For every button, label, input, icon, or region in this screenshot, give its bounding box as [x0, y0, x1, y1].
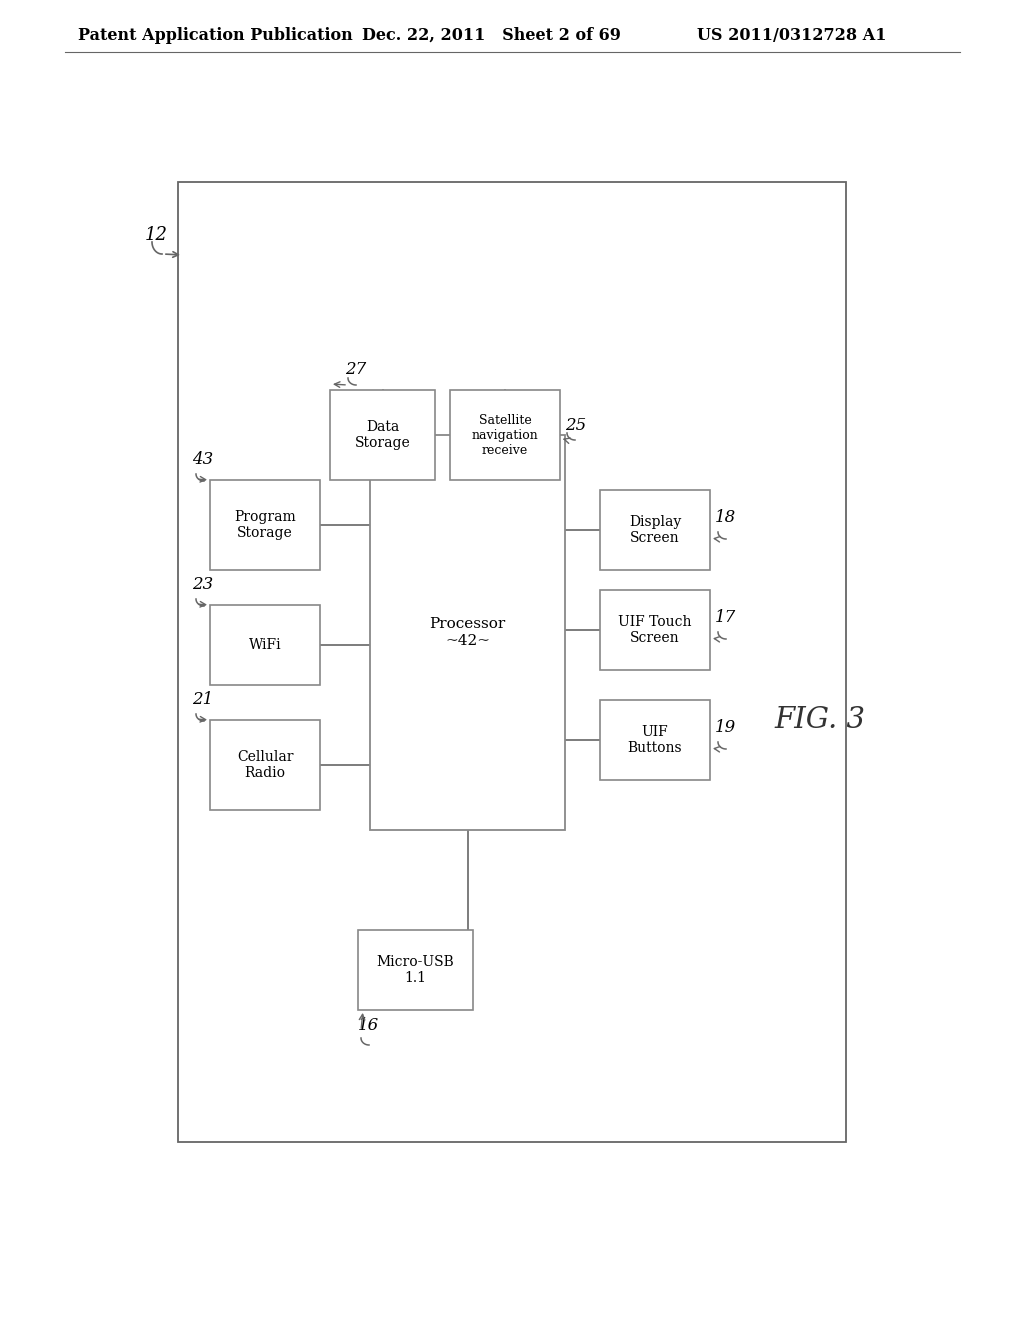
- Text: 12: 12: [145, 226, 168, 244]
- Text: FIG. 3: FIG. 3: [774, 706, 865, 734]
- Text: Micro-USB
1.1: Micro-USB 1.1: [377, 954, 455, 985]
- Bar: [450, 389, 560, 480]
- Text: Program
Storage: Program Storage: [234, 510, 296, 540]
- Bar: [600, 700, 710, 780]
- Text: Dec. 22, 2011   Sheet 2 of 69: Dec. 22, 2011 Sheet 2 of 69: [362, 26, 621, 44]
- Bar: [330, 389, 435, 480]
- Bar: [210, 719, 319, 810]
- Bar: [370, 436, 565, 830]
- Bar: [210, 480, 319, 570]
- Text: Cellular
Radio: Cellular Radio: [237, 750, 293, 780]
- Text: 25: 25: [565, 417, 587, 433]
- Bar: [210, 605, 319, 685]
- Text: Processor
~42~: Processor ~42~: [429, 618, 506, 648]
- Text: 23: 23: [193, 576, 213, 593]
- Text: WiFi: WiFi: [249, 638, 282, 652]
- Text: 16: 16: [358, 1016, 379, 1034]
- Text: Display
Screen: Display Screen: [629, 515, 681, 545]
- Text: Satellite
navigation
receive: Satellite navigation receive: [472, 413, 539, 457]
- Text: 17: 17: [715, 609, 736, 626]
- Text: 21: 21: [193, 690, 213, 708]
- Text: US 2011/0312728 A1: US 2011/0312728 A1: [697, 26, 887, 44]
- Text: 27: 27: [345, 362, 367, 379]
- Text: UIF Touch
Screen: UIF Touch Screen: [618, 615, 692, 645]
- Text: 18: 18: [715, 510, 736, 525]
- Bar: [178, 182, 846, 1142]
- Bar: [600, 490, 710, 570]
- Text: UIF
Buttons: UIF Buttons: [628, 725, 682, 755]
- Text: 43: 43: [193, 451, 213, 469]
- Text: Patent Application Publication: Patent Application Publication: [78, 26, 352, 44]
- Text: Data
Storage: Data Storage: [354, 420, 411, 450]
- Text: 19: 19: [715, 719, 736, 737]
- Bar: [358, 931, 473, 1010]
- Bar: [600, 590, 710, 671]
